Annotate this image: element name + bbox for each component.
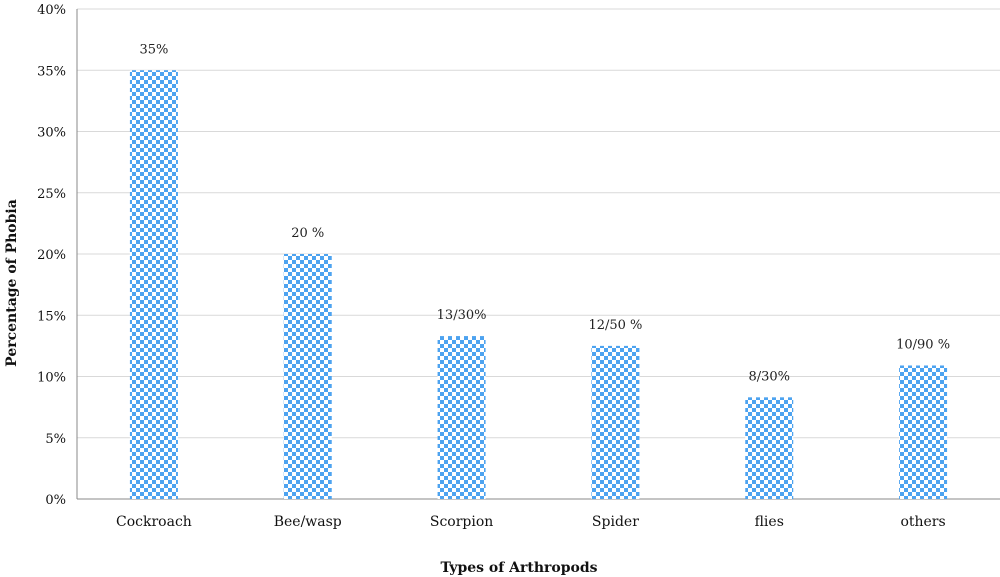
bar-others	[899, 365, 948, 499]
bars	[129, 70, 948, 499]
category-label: Bee/wasp	[274, 514, 342, 530]
y-tick-label: 0%	[45, 493, 66, 508]
category-label: Cockroach	[116, 514, 192, 530]
y-tick-labels: 0% 5% 10% 15% 20% 25% 30% 35% 40%	[37, 3, 66, 508]
y-tick-label: 35%	[37, 64, 66, 79]
y-tick-label: 15%	[37, 309, 66, 324]
data-label: 8/30%	[748, 369, 790, 384]
bar-spider	[591, 345, 640, 499]
category-labels: Cockroach Bee/wasp Scorpion Spider flies othe…	[116, 514, 946, 530]
x-axis-title: Types of Arthropods	[440, 560, 597, 576]
bar-bee-wasp	[283, 254, 332, 499]
data-label: 20 %	[291, 226, 324, 241]
data-labels: 35% 20 % 13/30% 12/50 % 8/30% 10/90 %	[139, 42, 950, 384]
y-tick-label: 20%	[37, 248, 66, 263]
bar-scorpion	[437, 336, 486, 499]
y-tick-label: 30%	[37, 126, 66, 141]
bar-flies	[745, 397, 794, 499]
y-tick-label: 10%	[37, 371, 66, 386]
data-label: 13/30%	[437, 308, 487, 323]
y-tick-label: 40%	[37, 3, 66, 18]
category-label: Spider	[592, 514, 639, 530]
category-label: others	[900, 514, 945, 530]
data-label: 12/50 %	[588, 318, 642, 333]
gridlines	[77, 8, 1000, 439]
category-label: Scorpion	[430, 514, 493, 530]
y-tick-label: 25%	[37, 187, 66, 202]
bar-cockroach	[129, 70, 178, 499]
y-axis-title: Percentage of Phobia	[4, 199, 20, 367]
category-label: flies	[755, 514, 784, 530]
data-label: 35%	[139, 42, 168, 57]
axes	[76, 9, 1000, 500]
y-tick-label: 5%	[45, 432, 66, 447]
data-label: 10/90 %	[896, 337, 950, 352]
